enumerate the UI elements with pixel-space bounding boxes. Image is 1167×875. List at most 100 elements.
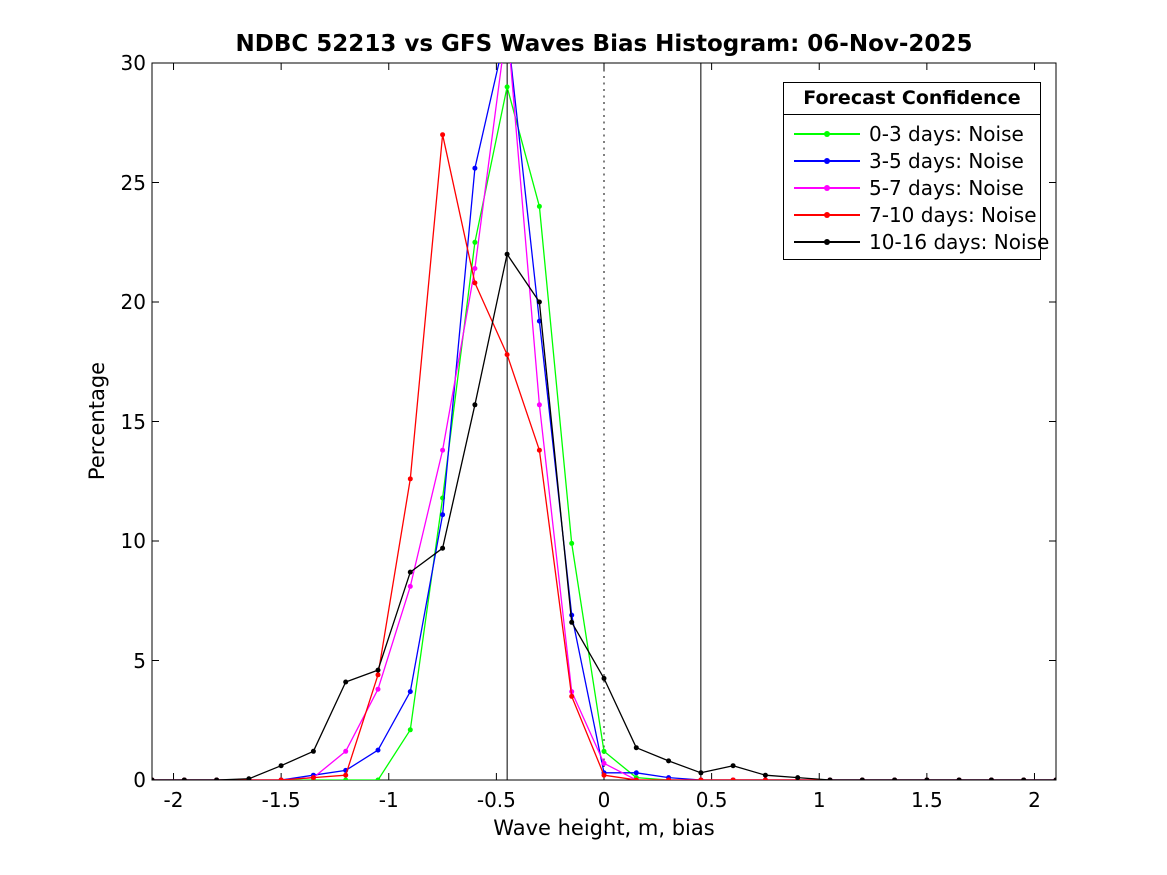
x-tick-label--1: -1 bbox=[378, 788, 399, 812]
series-marker-5-7 days: Noise bbox=[601, 760, 607, 766]
series-marker-0-3 days: Noise bbox=[407, 727, 413, 733]
series-marker-10-16 days: Noise bbox=[152, 777, 155, 780]
y-tick-label-30: 30 bbox=[120, 51, 146, 75]
series-marker-10-16 days: Noise bbox=[924, 777, 930, 780]
series-marker-7-10 days: Noise bbox=[440, 132, 446, 138]
legend-entry-label: 10-16 days: Noise bbox=[869, 229, 1050, 254]
y-tick-label-20: 20 bbox=[120, 290, 146, 314]
legend-entry-7-10 days: Noise: 7-10 days: Noise bbox=[784, 201, 1040, 228]
series-marker-0-3 days: Noise bbox=[472, 239, 478, 245]
series-marker-7-10 days: Noise bbox=[504, 352, 510, 358]
series-marker-10-16 days: Noise bbox=[214, 777, 220, 780]
series-marker-0-3 days: Noise bbox=[569, 540, 575, 546]
series-marker-10-16 days: Noise bbox=[762, 772, 768, 778]
series-marker-0-3 days: Noise bbox=[504, 84, 510, 90]
legend-entry-3-5 days: Noise: 3-5 days: Noise bbox=[784, 147, 1040, 174]
legend-dot-marker bbox=[824, 211, 830, 218]
series-marker-10-16 days: Noise bbox=[795, 775, 801, 780]
legend-entry-label: 0-3 days: Noise bbox=[869, 121, 1024, 146]
x-tick-label-1.5: 1.5 bbox=[910, 788, 943, 812]
series-marker-7-10 days: Noise bbox=[536, 447, 542, 453]
legend-line-sample bbox=[794, 157, 860, 164]
legend-entry-5-7 days: Noise: 5-7 days: Noise bbox=[784, 174, 1040, 201]
legend-dot-marker bbox=[824, 238, 830, 245]
series-marker-7-10 days: Noise bbox=[762, 777, 768, 780]
series-marker-10-16 days: Noise bbox=[246, 776, 252, 780]
legend-line-sample bbox=[794, 130, 860, 137]
series-marker-5-7 days: Noise bbox=[407, 583, 413, 589]
series-marker-10-16 days: Noise bbox=[343, 679, 349, 685]
legend-line-sample bbox=[794, 184, 860, 191]
x-tick-label-2: 2 bbox=[1028, 788, 1041, 812]
series-marker-3-5 days: Noise bbox=[407, 689, 413, 695]
series-marker-3-5 days: Noise bbox=[505, 25, 510, 30]
series-marker-3-5 days: Noise bbox=[472, 165, 478, 171]
y-tick-label-5: 5 bbox=[133, 648, 146, 673]
legend-entries: 0-3 days: Noise 3-5 days: Noise 5-7 days: … bbox=[784, 115, 1049, 259]
legend-dot-marker bbox=[824, 157, 830, 164]
series-marker-0-3 days: Noise bbox=[343, 777, 349, 780]
legend-entry-label: 7-10 days: Noise bbox=[869, 202, 1037, 227]
legend-dot-marker bbox=[824, 130, 830, 137]
series-marker-10-16 days: Noise bbox=[1021, 777, 1027, 780]
series-marker-10-16 days: Noise bbox=[892, 777, 898, 780]
series-marker-10-16 days: Noise bbox=[440, 545, 446, 551]
series-marker-7-10 days: Noise bbox=[601, 772, 607, 778]
legend-entry-label: 5-7 days: Noise bbox=[869, 175, 1024, 200]
series-marker-7-10 days: Noise bbox=[375, 672, 381, 678]
y-tick-label-15: 15 bbox=[120, 409, 146, 434]
series-marker-7-10 days: Noise bbox=[310, 775, 316, 780]
series-marker-10-16 days: Noise bbox=[956, 777, 962, 780]
series-marker-10-16 days: Noise bbox=[472, 402, 478, 408]
series-marker-7-10 days: Noise bbox=[472, 280, 478, 286]
series-marker-5-7 days: Noise bbox=[343, 748, 349, 754]
series-group bbox=[152, 20, 1056, 780]
series-marker-0-3 days: Noise bbox=[536, 203, 542, 209]
legend-entry-0-3 days: Noise: 0-3 days: Noise bbox=[784, 120, 1040, 147]
series-marker-7-10 days: Noise bbox=[569, 693, 575, 699]
series-marker-10-16 days: Noise bbox=[407, 569, 413, 575]
x-tick-label--2: -2 bbox=[163, 788, 184, 812]
series-marker-5-7 days: Noise bbox=[472, 266, 478, 271]
series-marker-10-16 days: Noise bbox=[375, 667, 381, 673]
legend-line-sample bbox=[794, 211, 860, 218]
series-marker-10-16 days: Noise bbox=[859, 777, 865, 780]
series-marker-7-10 days: Noise bbox=[633, 777, 639, 780]
series-marker-5-7 days: Noise bbox=[505, 20, 510, 25]
series-marker-10-16 days: Noise bbox=[1053, 777, 1056, 780]
legend: Forecast Confidence 0-3 days: Noise 3-5 d… bbox=[783, 82, 1049, 260]
x-tick-label-0: 0 bbox=[597, 788, 611, 812]
series-marker-3-5 days: Noise bbox=[440, 512, 446, 518]
series-marker-0-3 days: Noise bbox=[601, 748, 607, 754]
series-marker-10-16 days: Noise bbox=[181, 777, 187, 780]
series-marker-10-16 days: Noise bbox=[633, 745, 639, 751]
series-marker-7-10 days: Noise bbox=[666, 777, 672, 780]
y-tick-label-25: 25 bbox=[120, 170, 146, 195]
series-marker-5-7 days: Noise bbox=[536, 402, 542, 408]
series-marker-7-10 days: Noise bbox=[407, 476, 413, 482]
series-marker-10-16 days: Noise bbox=[827, 777, 833, 780]
series-marker-10-16 days: Noise bbox=[536, 299, 542, 305]
series-marker-0-3 days: Noise bbox=[375, 777, 381, 780]
series-marker-10-16 days: Noise bbox=[730, 763, 736, 769]
x-tick-label--0.5: -0.5 bbox=[476, 788, 516, 812]
series-marker-10-16 days: Noise bbox=[569, 619, 575, 625]
x-tick-label-1: 1 bbox=[812, 788, 826, 812]
y-tick-label-10: 10 bbox=[120, 529, 146, 553]
series-marker-10-16 days: Noise bbox=[698, 770, 704, 776]
series-marker-7-10 days: Noise bbox=[730, 777, 736, 780]
series-marker-7-10 days: Noise bbox=[343, 772, 349, 778]
series-marker-10-16 days: Noise bbox=[310, 748, 316, 754]
series-marker-10-16 days: Noise bbox=[278, 763, 284, 769]
legend-line-sample bbox=[794, 238, 860, 245]
series-marker-5-7 days: Noise bbox=[440, 447, 446, 453]
series-marker-3-5 days: Noise bbox=[633, 770, 639, 776]
series-marker-10-16 days: Noise bbox=[601, 675, 607, 681]
legend-entry-10-16 days: Noise: 10-16 days: Noise bbox=[784, 228, 1049, 255]
series-marker-7-10 days: Noise bbox=[698, 777, 704, 780]
x-tick-label--1.5: -1.5 bbox=[261, 788, 301, 812]
series-marker-5-7 days: Noise bbox=[375, 686, 381, 692]
series-marker-10-16 days: Noise bbox=[666, 758, 672, 764]
